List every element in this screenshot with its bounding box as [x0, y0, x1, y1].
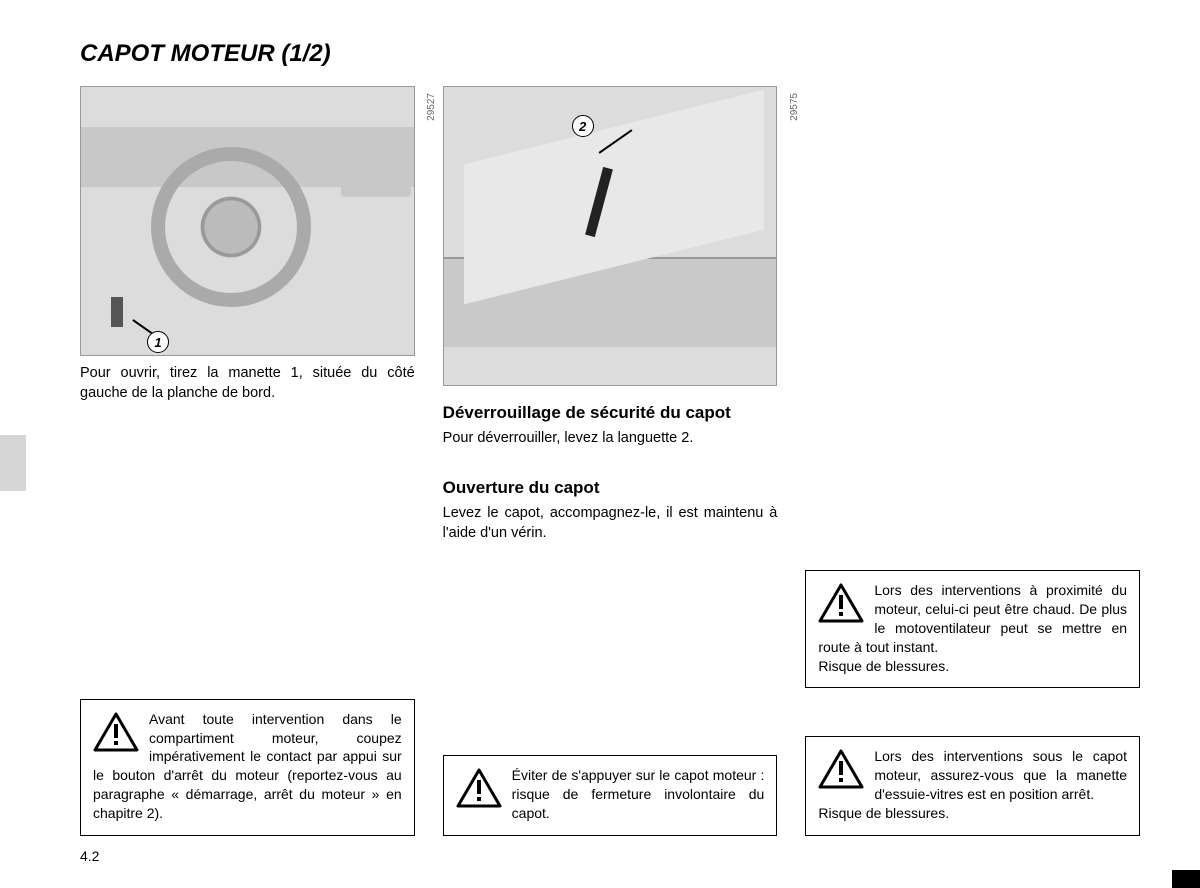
warning-icon: [818, 583, 864, 623]
figure-hood: 29575 2: [443, 86, 778, 386]
page-number: 4.2: [80, 848, 99, 864]
paragraph: Pour déverrouiller, levez la languette 2…: [443, 429, 778, 449]
image-id: 29527: [426, 93, 437, 121]
columns: 29527 1 Pour ouvrir, tirez la manette 1,…: [80, 86, 1140, 836]
figure-caption: Pour ouvrir, tirez la manette 1, située …: [80, 364, 415, 403]
paragraph: Levez le capot, accompagnez-le, il est m…: [443, 504, 778, 543]
warning-text: Lors des interventions à proximité du mo…: [818, 582, 1127, 674]
warning-text: Éviter de s'appuyer sur le capot moteur …: [512, 767, 765, 821]
callout-label: 2: [579, 119, 586, 134]
warning-box: Lors des interventions sous le capot mot…: [805, 736, 1140, 836]
callout-label: 1: [154, 335, 161, 350]
column-1: 29527 1 Pour ouvrir, tirez la manette 1,…: [80, 86, 415, 836]
page-title: CAPOT MOTEUR (1/2): [80, 40, 1140, 68]
warning-box: Éviter de s'appuyer sur le capot moteur …: [443, 755, 778, 836]
callout-2: 2: [572, 115, 594, 137]
warning-text: Lors des interventions sous le capot mot…: [818, 748, 1127, 821]
warning-icon: [456, 768, 502, 808]
manual-page: CAPOT MOTEUR (1/2) 29527 1 Pour ouvrir, …: [0, 0, 1200, 888]
subheading: Déverrouillage de sécurité du capot: [443, 402, 778, 423]
subheading: Ouverture du capot: [443, 477, 778, 498]
figure-interior: 29527 1: [80, 86, 415, 356]
warning-text: Avant toute intervention dans le compart…: [93, 711, 402, 821]
warning-box: Lors des interventions à proximité du mo…: [805, 570, 1140, 688]
warning-icon: [93, 712, 139, 752]
column-2: 29575 2 Déverrouillage de sécurité du ca…: [443, 86, 778, 836]
corner-mark: [1172, 870, 1200, 888]
callout-1: 1: [147, 331, 169, 353]
image-id: 29575: [788, 93, 799, 121]
warning-box: Avant toute intervention dans le compart…: [80, 699, 415, 836]
warning-icon: [818, 749, 864, 789]
column-3: Lors des interventions à proximité du mo…: [805, 86, 1140, 836]
